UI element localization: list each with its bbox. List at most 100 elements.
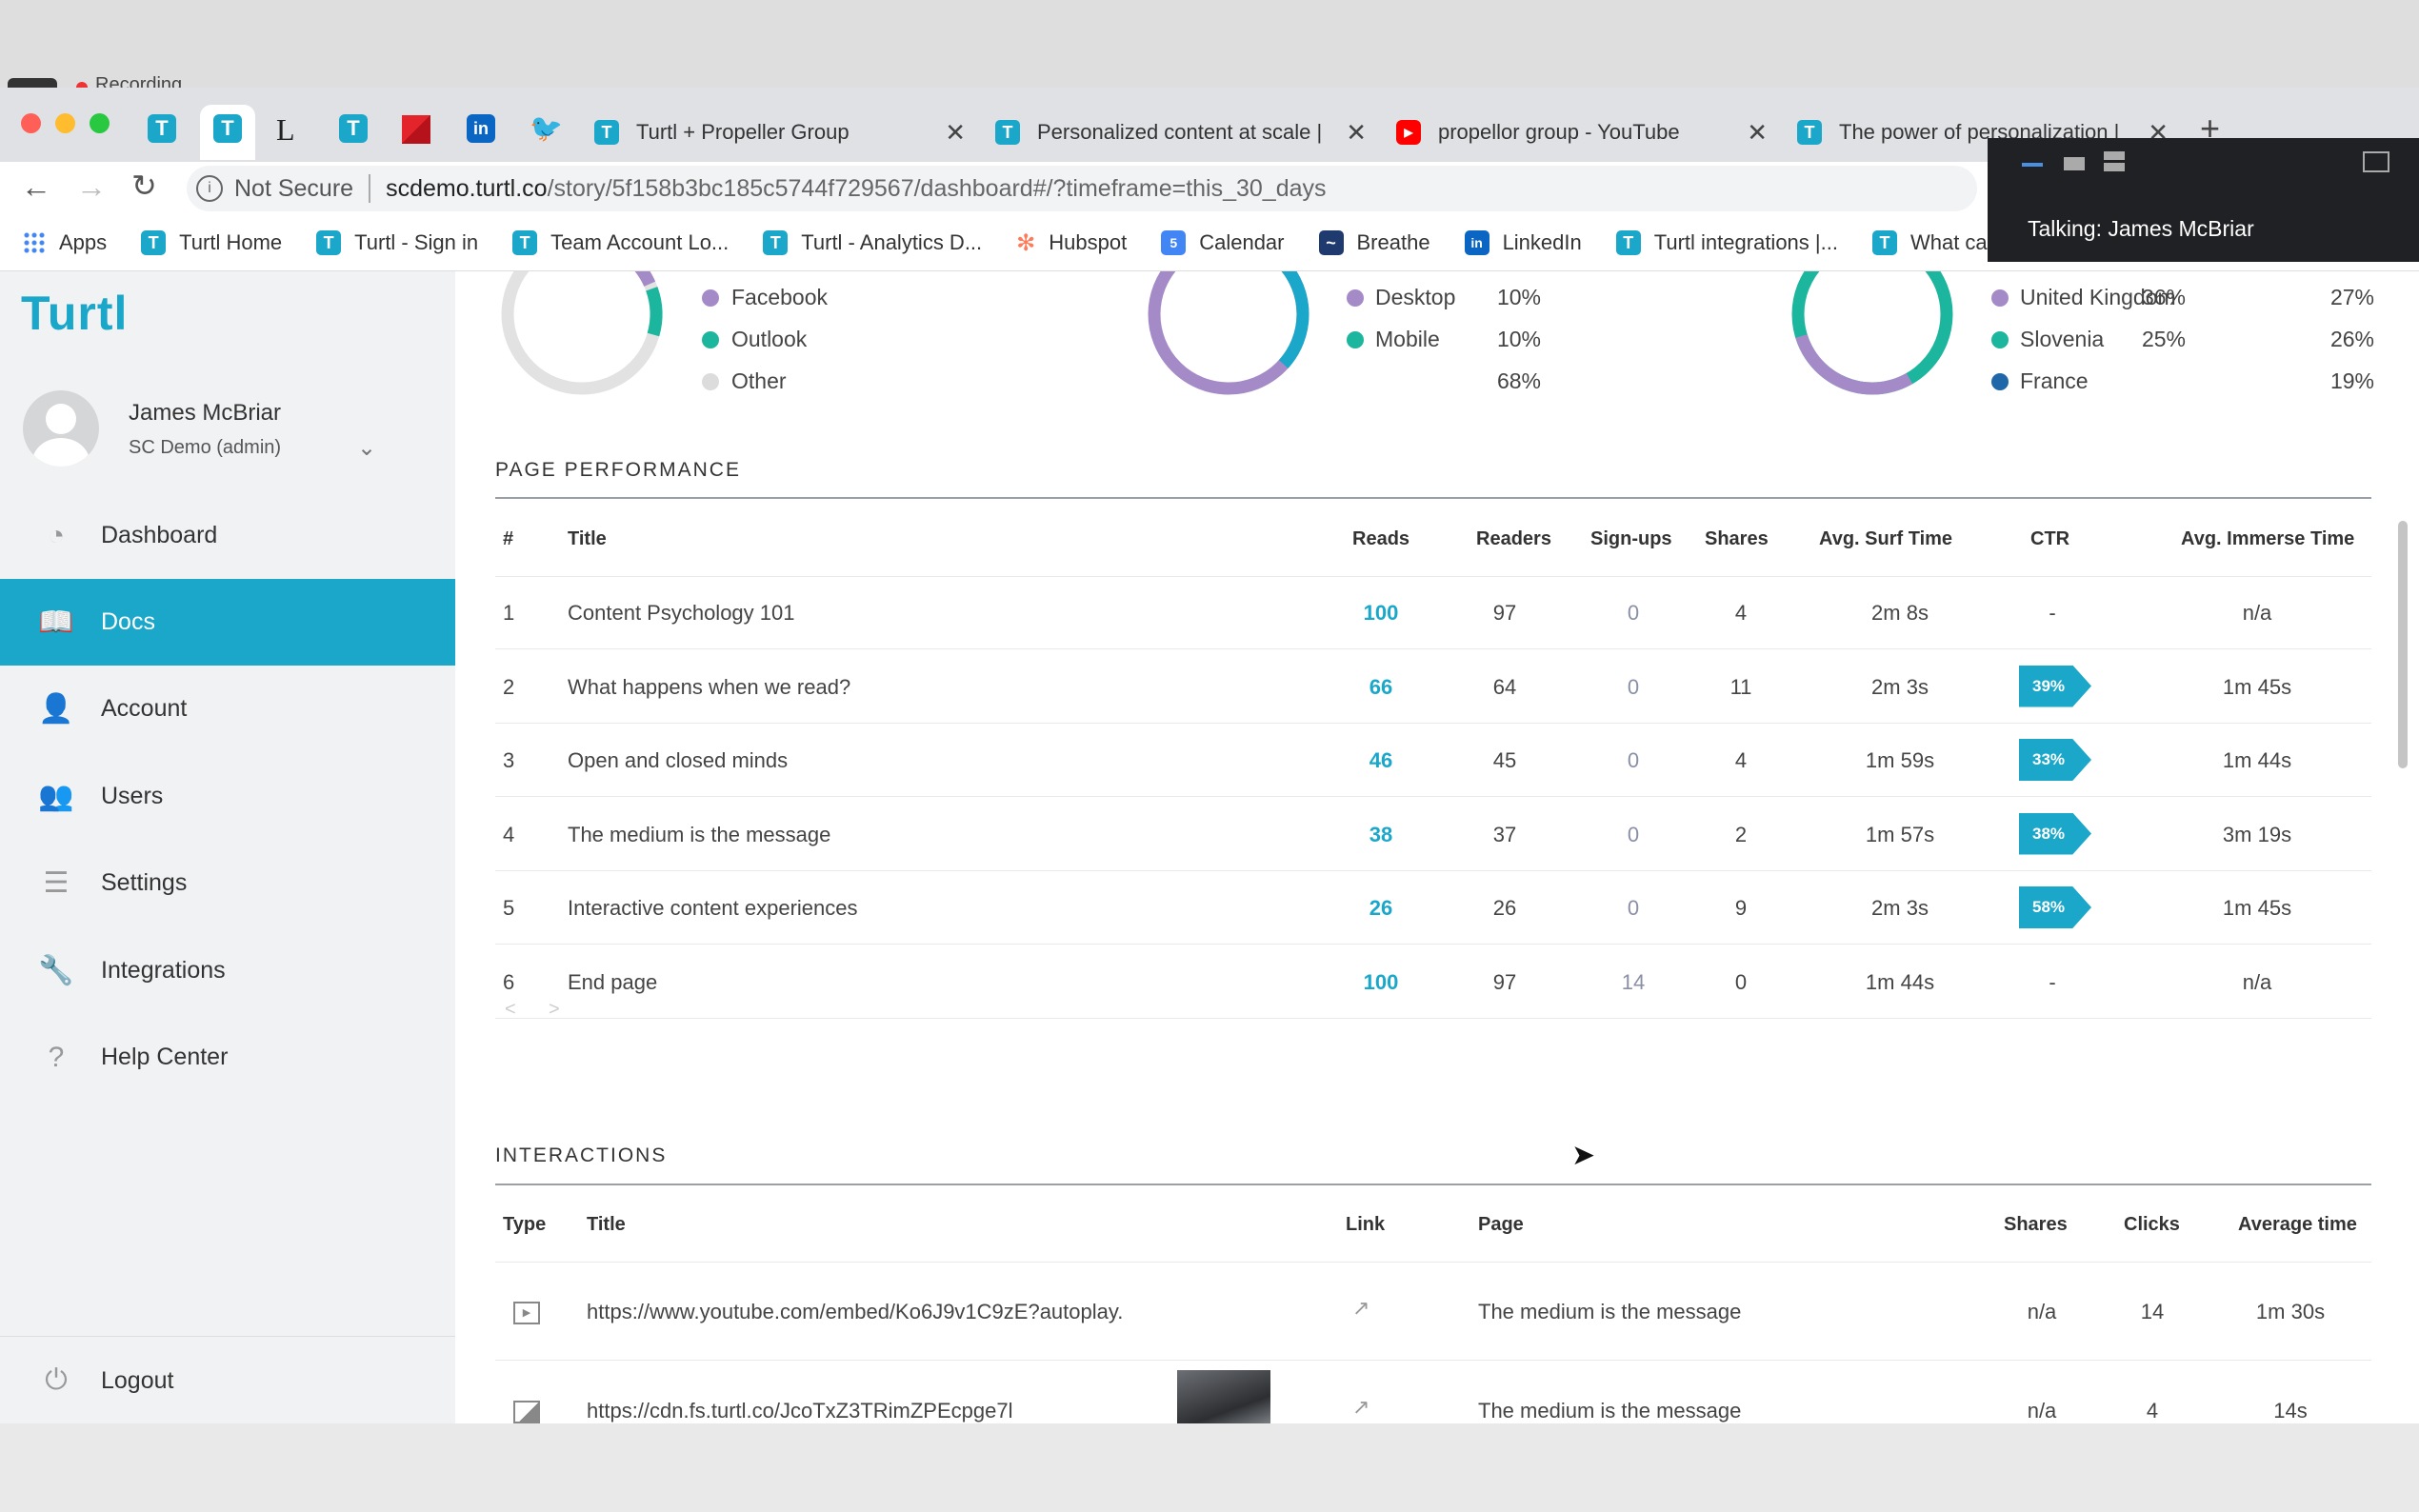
readers-cell: 37 — [1492, 822, 1517, 846]
close-tab-icon[interactable]: ✕ — [1747, 117, 1768, 147]
surf-time-cell: 1m 59s — [1865, 748, 1935, 772]
minimize-zoom-icon[interactable] — [2022, 163, 2043, 167]
legend-value: 25% — [2141, 327, 2186, 351]
url-divider — [369, 174, 371, 203]
bookmark-what-ca[interactable]: T What ca — [1871, 230, 1988, 255]
tab-turtl-propeller[interactable]: T Turtl + Propeller Group ✕ — [594, 105, 966, 160]
speaker-view-icon[interactable] — [2064, 157, 2085, 170]
table-row[interactable]: 5 Interactive content experiences 26 26 0 9 2m… — [495, 871, 2371, 945]
table-row[interactable]: 6 End page 100 97 14 0 1m 44s n/a - — [495, 945, 2371, 1019]
external-link-icon[interactable]: ↗ — [1352, 1296, 1370, 1320]
close-window-icon[interactable] — [21, 113, 41, 133]
legend-label: Desktop — [1375, 285, 1456, 309]
close-tab-icon[interactable]: ✕ — [945, 117, 966, 147]
chevron-down-icon[interactable]: ⌄ — [357, 435, 377, 461]
bookmark-turtl-sign-in[interactable]: T Turtl - Sign in — [316, 230, 478, 255]
back-icon[interactable]: ← — [21, 169, 51, 204]
expand-zoom-icon[interactable] — [2363, 151, 2389, 172]
table-row[interactable]: 4 The medium is the message 38 37 0 2 1m 57s 3m… — [495, 798, 2371, 871]
sidebar-item-help-center[interactable]: ? Help Center — [0, 1014, 455, 1101]
column-header[interactable]: Avg. Immerse Time — [2181, 528, 2355, 549]
reads-cell[interactable]: 66 — [1369, 674, 1393, 699]
maximize-window-icon[interactable] — [90, 113, 110, 133]
column-header[interactable]: Shares — [1705, 528, 1769, 549]
sidebar-item-settings[interactable]: ☰ Settings — [0, 840, 455, 926]
column-header: Page — [1478, 1214, 1524, 1235]
sidebar-item-docs[interactable]: 📖 Docs — [0, 579, 455, 666]
bookmark-linkedin[interactable]: in LinkedIn — [1464, 230, 1582, 255]
section-rule — [495, 1184, 2371, 1185]
user-name: James McBriar — [129, 400, 282, 426]
close-tab-icon[interactable]: ✕ — [1346, 117, 1367, 147]
readers-cell: 64 — [1492, 674, 1517, 699]
ctr-badge: 38% — [2019, 812, 2091, 855]
legend-value: 68% — [1496, 368, 1541, 393]
column-header[interactable]: Avg. Surf Time — [1819, 528, 1953, 549]
pager-prev-button[interactable]: < — [505, 999, 516, 1020]
column-header[interactable]: Readers — [1476, 528, 1551, 549]
book-icon: 📖 — [38, 607, 74, 638]
column-header[interactable]: CTR — [2030, 528, 2070, 549]
bookmark-turtl-analytics[interactable]: T Turtl - Analytics D... — [763, 230, 982, 255]
bookmark-hubspot[interactable]: ✻ Hubspot — [1016, 229, 1128, 256]
users-icon: 👥 — [38, 781, 74, 812]
not-secure-label: Not Secure — [234, 174, 354, 202]
external-link-icon[interactable]: ↗ — [1352, 1395, 1370, 1419]
table-row[interactable]: 2 What happens when we read? 66 64 0 11 2m 3s 1… — [495, 650, 2371, 724]
column-header[interactable]: Title — [568, 528, 607, 549]
reads-cell[interactable]: 26 — [1369, 896, 1393, 920]
legend-dot — [702, 331, 719, 348]
pinned-tab-turtl-2-icon[interactable]: T — [339, 114, 368, 143]
turtl-logo[interactable]: Turtl — [21, 287, 129, 340]
interaction-title: https://www.youtube.com/embed/Ko6J9v1C9z… — [587, 1300, 1124, 1323]
legend-dot — [1991, 373, 2009, 390]
bookmark-calendar[interactable]: 5 Calendar — [1161, 230, 1285, 255]
sidebar-item-account[interactable]: 👤 Account — [0, 666, 455, 752]
table-row[interactable]: 3 Open and closed minds 46 45 0 4 1m 59s 1m 44s… — [495, 724, 2371, 797]
turtl-favicon-icon: T — [1615, 230, 1641, 255]
avatar[interactable] — [23, 390, 99, 467]
power-icon: ⏻ — [45, 1364, 68, 1396]
column-header[interactable]: Sign-ups — [1590, 528, 1672, 549]
pinned-tab-active[interactable]: T — [200, 105, 255, 160]
bookmark-breathe[interactable]: ~ Breathe — [1318, 230, 1430, 255]
bookmark-team-account[interactable]: T Team Account Lo... — [512, 230, 729, 255]
reads-cell[interactable]: 38 — [1369, 822, 1393, 846]
legend-value: 27% — [2329, 285, 2374, 309]
minimize-window-icon[interactable] — [55, 113, 75, 133]
logout-button[interactable]: ⏻ Logout — [0, 1338, 455, 1423]
tab-youtube[interactable]: ▶ propellor group - YouTube ✕ — [1396, 105, 1768, 160]
forward-icon[interactable]: → — [76, 169, 107, 204]
bookmark-turtl-integrations[interactable]: T Turtl integrations |... — [1615, 230, 1838, 255]
column-header[interactable]: Reads — [1352, 528, 1410, 549]
tab-personalized-content[interactable]: T Personalized content at scale | ✕ — [995, 105, 1367, 160]
page-title-cell: Interactive content experiences — [568, 896, 858, 920]
bookmark-apps[interactable]: Apps — [23, 230, 107, 255]
column-header: # — [503, 528, 514, 549]
pinned-tab-red-icon[interactable] — [402, 115, 430, 144]
interactions-title: INTERACTIONS — [495, 1144, 668, 1166]
info-icon[interactable]: i — [196, 175, 223, 202]
reads-cell[interactable]: 46 — [1369, 748, 1393, 772]
legend-value: 10% — [1496, 285, 1541, 309]
reload-icon[interactable]: ↻ — [131, 169, 157, 203]
reads-cell[interactable]: 100 — [1363, 601, 1399, 625]
reads-cell[interactable]: 100 — [1363, 969, 1399, 994]
scrollbar-thumb[interactable] — [2398, 521, 2408, 768]
new-tab-icon[interactable]: + — [2200, 109, 2221, 148]
bookmark-turtl-home[interactable]: T Turtl Home — [141, 230, 282, 255]
gallery-view-icon[interactable] — [2104, 151, 2125, 172]
pager-next-button[interactable]: > — [549, 999, 560, 1020]
pinned-tab-l-icon[interactable]: L — [276, 112, 295, 147]
shares-cell: 0 — [1734, 969, 1748, 994]
address-bar[interactable]: i Not Secure scdemo.turtl.co/story/5f158… — [187, 166, 1977, 211]
page-title-cell: Content Psychology 101 — [568, 601, 795, 625]
table-row[interactable]: 1 Content Psychology 101 100 97 0 4 2m 8s n/a - — [495, 576, 2371, 649]
pinned-tab-turtl-icon[interactable]: T — [148, 114, 176, 143]
pinned-tab-twitter-icon[interactable]: 🐦 — [530, 113, 563, 143]
sidebar-item-integrations[interactable]: 🔧 Integrations — [0, 927, 455, 1014]
sidebar-item-dashboard[interactable]: ◔ Dashboard — [0, 492, 455, 579]
sidebar-item-users[interactable]: 👥 Users — [0, 753, 455, 840]
interaction-thumbnail — [1177, 1370, 1270, 1423]
pinned-tab-linkedin-icon[interactable]: in — [467, 114, 495, 143]
